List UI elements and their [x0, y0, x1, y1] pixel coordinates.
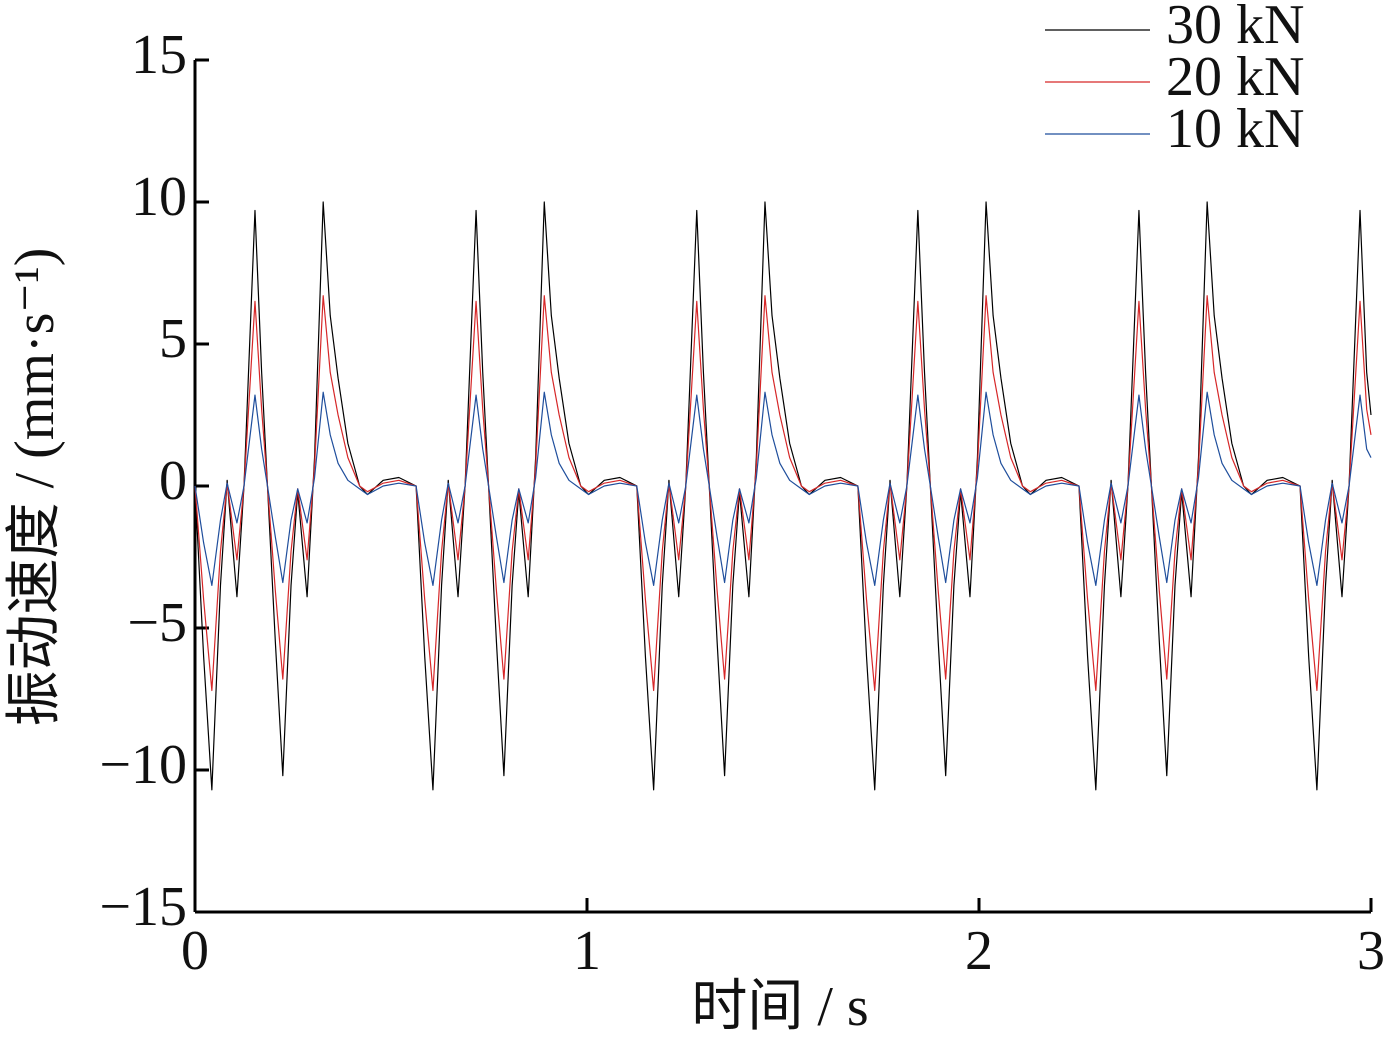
legend-label: 30 kN	[1166, 0, 1304, 56]
legend-label: 20 kN	[1166, 46, 1304, 108]
x-tick-label: 2	[965, 920, 993, 982]
y-tick-label: 15	[131, 24, 187, 86]
x-tick-label: 0	[181, 920, 209, 982]
series-line	[194, 391, 1372, 586]
series-line	[194, 295, 1372, 692]
y-tick-label: 10	[131, 166, 187, 228]
y-tick-label: −15	[99, 876, 187, 938]
x-axis-label: 时间 / s	[691, 976, 868, 1038]
x-tick-label: 1	[573, 920, 601, 982]
y-tick-label: −5	[127, 592, 187, 654]
y-axis-label: 振动速度 / (mm·s⁻¹)	[4, 248, 66, 727]
y-tick-label: 0	[159, 450, 187, 512]
series-line	[194, 201, 1372, 791]
x-tick-label: 3	[1357, 920, 1385, 982]
y-tick-label: −10	[99, 734, 187, 796]
y-tick-label: 5	[159, 308, 187, 370]
legend-label: 10 kN	[1166, 98, 1304, 160]
